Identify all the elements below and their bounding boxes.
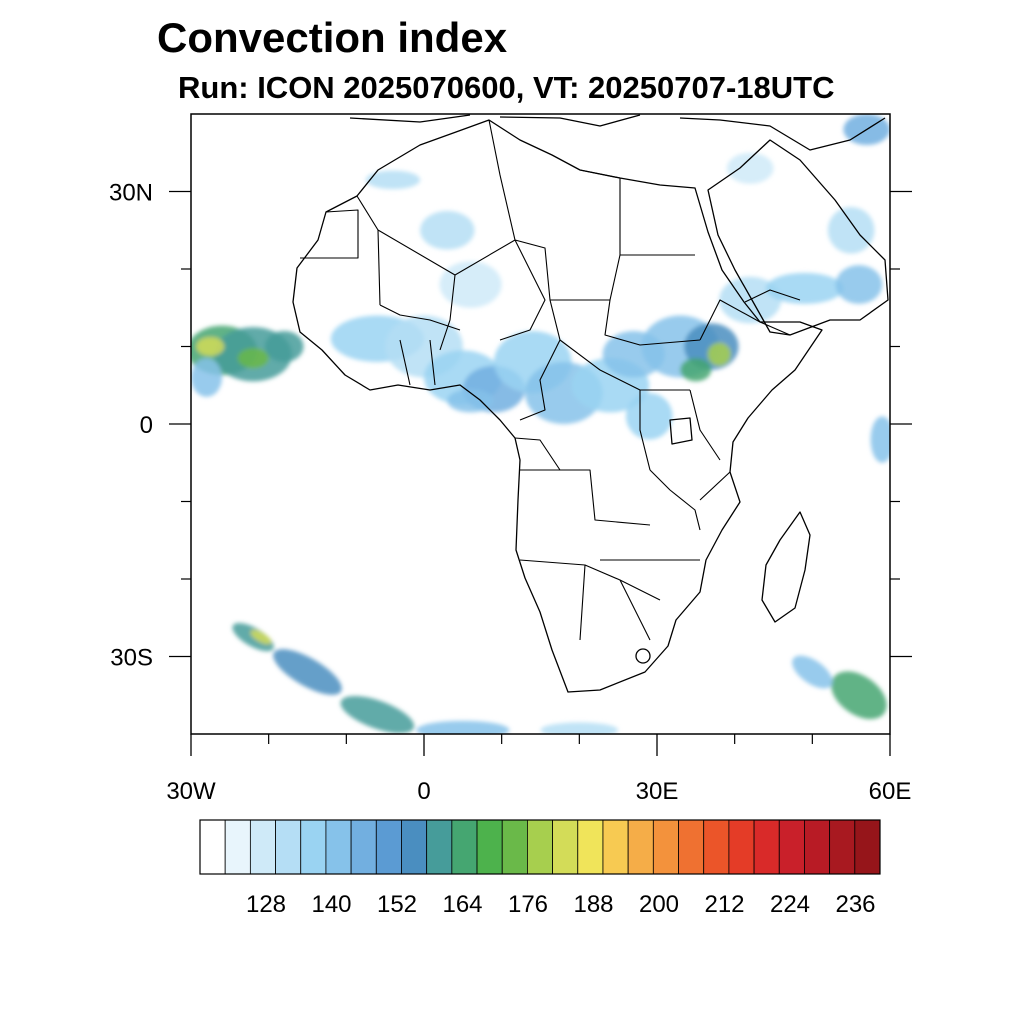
- x-tick-label: 30E: [636, 778, 679, 805]
- chart-subtitle: Run: ICON 2025070600, VT: 20250707-18UTC: [178, 70, 835, 105]
- convection-cell: [447, 389, 494, 413]
- colorbar-label: 128: [246, 891, 286, 918]
- colorbar-swatch: [375, 819, 402, 875]
- colorbar-label: 188: [573, 891, 613, 918]
- colorbar-swatch: [527, 819, 553, 875]
- y-tick-label: 30N: [109, 180, 153, 207]
- convection-cell: [264, 331, 304, 362]
- arabia-coastline: [707, 139, 889, 336]
- convection-cell: [232, 622, 274, 652]
- convection-cell: [726, 152, 774, 184]
- colorbar-swatch: [426, 819, 453, 875]
- colorbar-swatch: [552, 819, 579, 875]
- colorbar-frame: [199, 819, 881, 875]
- colorbar-swatch: [804, 819, 831, 875]
- convection-cell: [340, 695, 415, 734]
- colorbar-swatch: [325, 819, 352, 875]
- convection-cell: [273, 649, 342, 695]
- africa-coastline: [292, 119, 823, 693]
- colorbar-swatch: [627, 819, 654, 875]
- coastlines-and-borders: [292, 114, 889, 693]
- colorbar-swatch: [602, 819, 629, 875]
- colorbar-swatch: [703, 819, 730, 875]
- convection-cell: [196, 337, 225, 356]
- convection-cell: [870, 416, 890, 463]
- convection-field: [191, 114, 890, 734]
- convection-cell: [792, 655, 833, 689]
- x-tick-label: 60E: [869, 778, 912, 805]
- convection-cell: [831, 671, 887, 720]
- colorbar-swatch: [199, 819, 226, 875]
- colorbar-swatch: [275, 819, 302, 875]
- colorbar-label: 224: [770, 891, 810, 918]
- colorbar-label: 164: [442, 891, 482, 918]
- colorbar-label: 236: [835, 891, 875, 918]
- madagascar-coastline: [761, 511, 811, 623]
- colorbar: 128 140 152 164 176 188 200 212 224 236: [199, 819, 881, 918]
- convection-cell: [827, 207, 875, 254]
- convection-cell: [540, 722, 619, 734]
- convection-cell: [835, 265, 883, 304]
- colorbar-swatch: [249, 819, 276, 875]
- convection-cell: [191, 358, 223, 397]
- country-borders: [300, 119, 801, 641]
- axes: 30W 0 30E 60E 30N 0 30S: [109, 180, 912, 805]
- colorbar-swatch: [451, 819, 478, 875]
- chart-title: Convection index: [157, 14, 508, 61]
- europe-coast: [349, 114, 886, 151]
- convection-cell: [420, 210, 475, 250]
- colorbar-swatch: [501, 819, 528, 875]
- convection-cell: [365, 170, 421, 190]
- convection-cell: [680, 358, 712, 382]
- colorbar-label: 176: [508, 891, 548, 918]
- convection-cell: [765, 272, 844, 304]
- colorbar-swatch: [829, 819, 856, 875]
- colorbar-swatch: [577, 819, 604, 875]
- colorbar-label: 140: [311, 891, 351, 918]
- colorbar-label: 212: [704, 891, 744, 918]
- convection-cell: [625, 393, 673, 440]
- colorbar-swatch: [854, 819, 881, 875]
- colorbar-label: 152: [377, 891, 417, 918]
- colorbar-swatch: [350, 819, 377, 875]
- colorbar-swatch: [753, 819, 780, 875]
- y-tick-label: 0: [140, 412, 153, 439]
- colorbar-swatch: [476, 819, 503, 875]
- colorbar-swatch: [728, 819, 755, 875]
- colorbar-swatch: [224, 819, 251, 875]
- convection-cell: [707, 342, 731, 366]
- map-frame: [190, 113, 891, 735]
- convection-cell: [416, 720, 510, 734]
- convection-cell: [237, 348, 269, 369]
- colorbar-swatch: [652, 819, 679, 875]
- colorbar-swatch: [401, 819, 428, 875]
- convection-cell: [250, 630, 272, 645]
- colorbar-swatch: [778, 819, 805, 875]
- x-tick-label: 0: [417, 778, 430, 805]
- x-tick-label: 30W: [166, 778, 216, 805]
- colorbar-swatch: [300, 819, 327, 875]
- colorbar-swatch: [678, 819, 705, 875]
- colorbar-label: 200: [639, 891, 679, 918]
- y-tick-label: 30S: [110, 645, 153, 672]
- convection-cell: [439, 261, 502, 308]
